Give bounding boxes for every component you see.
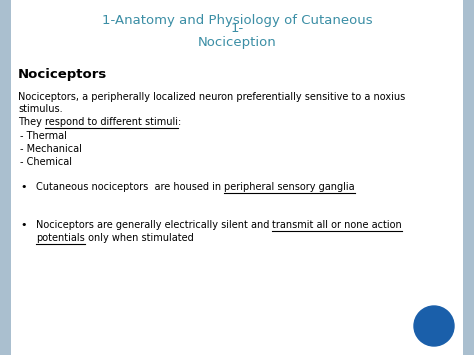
Text: potentials: potentials: [36, 233, 85, 243]
Text: only when stimulated: only when stimulated: [85, 233, 193, 243]
Text: respond to different stimuli: respond to different stimuli: [45, 117, 178, 127]
Text: - Thermal: - Thermal: [20, 131, 67, 141]
Text: Nociception: Nociception: [198, 36, 276, 49]
Text: transmit all or none action: transmit all or none action: [273, 220, 402, 230]
Bar: [0, 0, 11, 355]
Bar: [463, 0, 474, 355]
Circle shape: [414, 306, 454, 346]
Text: •: •: [20, 220, 27, 230]
Text: 1-Anatomy and Physiology of Cutaneous: 1-Anatomy and Physiology of Cutaneous: [102, 14, 372, 27]
Text: peripheral sensory ganglia: peripheral sensory ganglia: [224, 182, 355, 192]
Text: •: •: [20, 182, 27, 192]
Text: - Chemical: - Chemical: [20, 157, 72, 167]
Text: Nociceptors: Nociceptors: [18, 68, 107, 81]
Text: - Mechanical: - Mechanical: [20, 144, 82, 154]
Text: Nociceptors, a peripherally localized neuron preferentially sensitive to a noxiu: Nociceptors, a peripherally localized ne…: [18, 92, 405, 102]
Text: They: They: [18, 117, 45, 127]
Text: Nociceptors are generally electrically silent and: Nociceptors are generally electrically s…: [36, 220, 273, 230]
Text: stimulus.: stimulus.: [18, 104, 63, 114]
Text: 1-: 1-: [230, 22, 244, 35]
Text: :: :: [178, 117, 181, 127]
Text: Cutaneous nociceptors  are housed in: Cutaneous nociceptors are housed in: [36, 182, 224, 192]
